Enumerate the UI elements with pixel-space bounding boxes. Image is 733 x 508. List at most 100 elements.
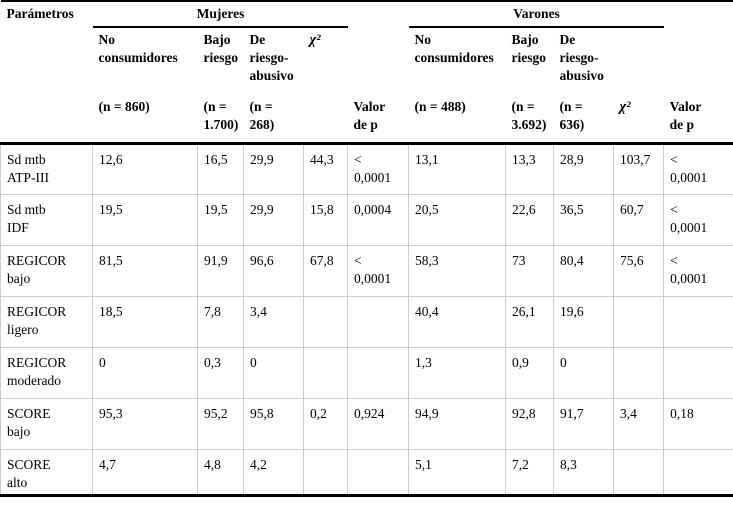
- header-spacer: [664, 1, 733, 27]
- table-cell: 5,1: [408, 449, 507, 496]
- table-cell: [613, 347, 665, 399]
- col-header-varones-bajo-riesgo: Bajo riesgo: [511, 32, 547, 65]
- table-cell: [663, 347, 733, 399]
- n-header-mujeres-bajo-riesgo: (n = 1.700): [197, 95, 244, 145]
- table-cell: 94,9: [408, 398, 507, 450]
- table-cell: 0,3: [197, 347, 244, 399]
- table-cell: [347, 347, 410, 399]
- table-cell: 36,5: [553, 194, 615, 246]
- table-row: SCORE alto 4,7 4,8 4,2 5,1 7,2 8,3: [0, 449, 733, 496]
- n-header-varones-no-consumidores: (n = 488): [408, 95, 506, 145]
- table-cell: 19,6: [553, 296, 615, 348]
- col-header-mujeres-chi2: χ²: [309, 32, 321, 48]
- col-header-mujeres-riesgo-abusivo: De riesgo- abusivo: [249, 32, 294, 83]
- param-header: Parámetros: [0, 1, 93, 145]
- table-cell: [347, 449, 410, 496]
- table-cell: 0,924: [347, 398, 410, 450]
- table-cell: 103,7: [613, 143, 665, 195]
- table-cell: 3,4: [243, 296, 304, 348]
- table-cell: 0: [92, 347, 198, 399]
- table-cell: 73: [505, 245, 555, 297]
- table-cell: [302, 449, 349, 496]
- table-row: Sd mtb ATP-III 12,6 16,5 29,9 44,3 < 0,0…: [0, 143, 733, 195]
- n-header-varones-bajo-riesgo: (n = 3.692): [505, 95, 554, 145]
- table-cell: 0,9: [505, 347, 555, 399]
- table-cell: [613, 449, 665, 496]
- table-cell: 0,18: [663, 398, 733, 450]
- table-cell: 22,6: [505, 194, 555, 246]
- table-cell: 81,5: [92, 245, 198, 297]
- table-cell: 60,7: [613, 194, 665, 246]
- table-cell: 4,7: [92, 449, 198, 496]
- table-cell: 4,8: [197, 449, 244, 496]
- table-cell: 12,6: [92, 143, 198, 195]
- table-cell: [663, 449, 733, 496]
- table-cell: [347, 296, 410, 348]
- table-cell: 19,5: [92, 194, 198, 246]
- table-cell: < 0,0001: [347, 245, 410, 297]
- table-cell: 95,3: [92, 398, 198, 450]
- table-cell: 0,2: [302, 398, 349, 450]
- col-header-varones-chi2: χ²: [613, 95, 664, 145]
- row-label: REGICOR moderado: [0, 347, 93, 399]
- table-cell: 7,8: [197, 296, 244, 348]
- table-cell: 28,9: [553, 143, 615, 195]
- col-header-varones-no-consumidores: No consumidores: [414, 32, 494, 65]
- table-cell: < 0,0001: [347, 143, 410, 195]
- row-label: Sd mtb IDF: [0, 194, 93, 246]
- table-cell: < 0,0001: [663, 194, 733, 246]
- table-cell: 92,8: [505, 398, 555, 450]
- results-table: Parámetros Mujeres Varones No consumidor…: [0, 0, 733, 497]
- table-cell: 15,8: [302, 194, 349, 246]
- table-cell: 40,4: [408, 296, 507, 348]
- row-label: SCORE bajo: [0, 398, 93, 450]
- table-header: Parámetros Mujeres Varones No consumidor…: [0, 1, 733, 145]
- table-cell: 1,3: [408, 347, 507, 399]
- table-cell: 95,8: [243, 398, 304, 450]
- table-cell: 8,3: [553, 449, 615, 496]
- table-cell: 4,2: [243, 449, 304, 496]
- table-cell: 29,9: [243, 143, 304, 195]
- col-header-mujeres-no-consumidores: No consumidores: [98, 32, 178, 65]
- table-cell: 75,6: [613, 245, 665, 297]
- table-body: Sd mtb ATP-III 12,6 16,5 29,9 44,3 < 0,0…: [0, 143, 733, 496]
- table-cell: 29,9: [243, 194, 304, 246]
- table-cell: [302, 296, 349, 348]
- table-cell: [613, 296, 665, 348]
- header-spacer: [303, 95, 348, 145]
- table-cell: 0: [553, 347, 615, 399]
- group-header-varones: Varones: [408, 1, 664, 28]
- table-cell: < 0,0001: [663, 143, 733, 195]
- table-cell: 3,4: [613, 398, 665, 450]
- table-cell: < 0,0001: [663, 245, 733, 297]
- table-cell: 0: [243, 347, 304, 399]
- header-spacer: [614, 27, 664, 95]
- header-spacer: [664, 27, 733, 95]
- table-cell: 13,1: [408, 143, 507, 195]
- header-names-row: No consumidores Bajo riesgo De riesgo- a…: [1, 27, 733, 95]
- table-row: REGICOR moderado 0 0,3 0 1,3 0,9 0: [0, 347, 733, 399]
- table-cell: 67,8: [302, 245, 349, 297]
- col-header-mujeres-valor-p: Valor de p: [347, 95, 409, 145]
- table-row: REGICOR ligero 18,5 7,8 3,4 40,4 26,1 19…: [0, 296, 733, 348]
- table-cell: 19,5: [197, 194, 244, 246]
- header-spacer: [348, 27, 409, 95]
- table-cell: 0,0004: [347, 194, 410, 246]
- table-cell: 80,4: [553, 245, 615, 297]
- table-row: Sd mtb IDF 19,5 19,5 29,9 15,8 0,0004 20…: [0, 194, 733, 246]
- table-cell: 16,5: [197, 143, 244, 195]
- table-cell: 26,1: [505, 296, 555, 348]
- table-cell: 96,6: [243, 245, 304, 297]
- n-header-mujeres-no-consumidores: (n = 860): [92, 95, 198, 145]
- header-spacer: [348, 1, 409, 27]
- group-header-mujeres: Mujeres: [92, 1, 348, 28]
- col-header-mujeres-bajo-riesgo: Bajo riesgo: [203, 32, 239, 65]
- row-label: REGICOR bajo: [0, 245, 93, 297]
- row-label: REGICOR ligero: [0, 296, 93, 348]
- row-label: Sd mtb ATP-III: [0, 143, 93, 195]
- table-cell: 91,9: [197, 245, 244, 297]
- col-header-varones-valor-p: Valor de p: [663, 95, 733, 145]
- table-cell: 7,2: [505, 449, 555, 496]
- n-header-varones-riesgo-abusivo: (n = 636): [553, 95, 614, 145]
- header-n-row: (n = 860) (n = 1.700) (n = 268) Valor de…: [1, 95, 733, 145]
